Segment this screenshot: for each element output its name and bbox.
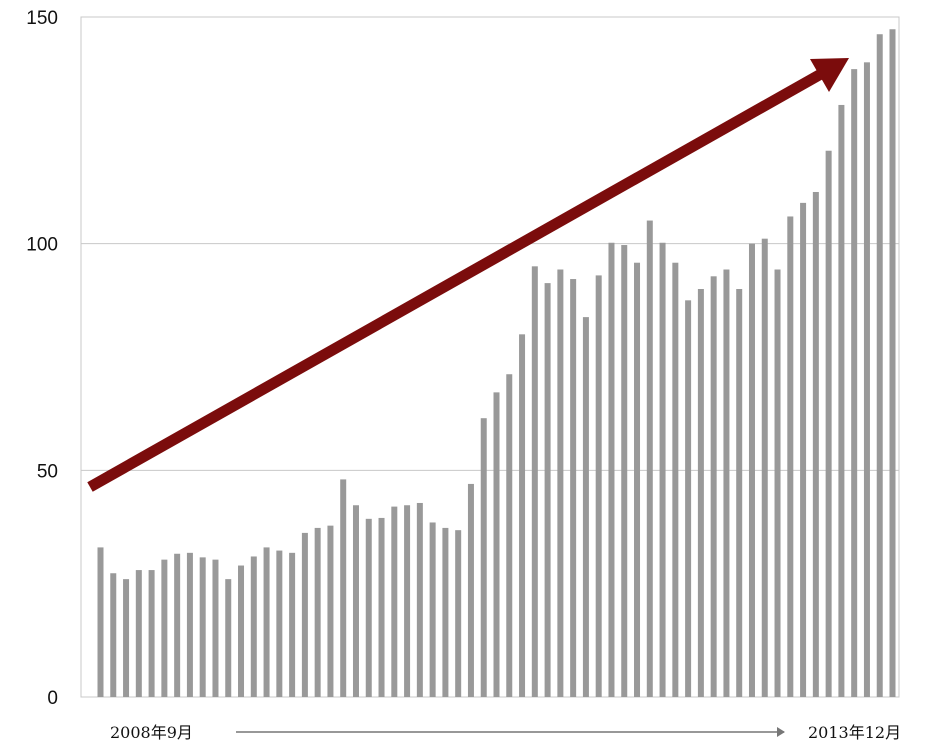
- bar-5: [148, 570, 155, 697]
- bar-56: [800, 202, 807, 697]
- bar-15: [276, 550, 283, 697]
- bar-57: [812, 191, 819, 698]
- bar-49: [710, 276, 717, 697]
- bar-2: [110, 573, 117, 697]
- bar-62: [876, 34, 883, 698]
- bar-14: [263, 547, 270, 697]
- bar-9: [199, 557, 206, 697]
- bar-1: [97, 547, 104, 697]
- bar-37: [557, 269, 564, 697]
- bar-11: [225, 579, 232, 697]
- bar-45: [659, 242, 666, 697]
- bar-30: [467, 483, 474, 697]
- trend-arrow: [87, 65, 831, 492]
- bar-33: [506, 374, 513, 697]
- bar-39: [582, 317, 589, 697]
- bars: [97, 29, 896, 698]
- bar-32: [493, 392, 500, 697]
- bar-21: [352, 505, 359, 697]
- bar-53: [761, 238, 768, 697]
- bar-24: [391, 506, 398, 697]
- bar-26: [416, 502, 423, 697]
- bar-41: [608, 242, 615, 697]
- bar-8: [186, 552, 193, 697]
- bar-3: [123, 579, 130, 697]
- y-tick-label: 150: [26, 8, 58, 29]
- bar-42: [621, 245, 628, 697]
- bar-7: [174, 553, 181, 697]
- x-axis-start-label: 2008年9月: [110, 723, 193, 742]
- y-tick-label: 0: [47, 688, 58, 709]
- bar-54: [774, 269, 781, 697]
- bar-48: [697, 289, 704, 697]
- bar-29: [455, 530, 462, 697]
- bar-60: [851, 69, 858, 697]
- bar-46: [672, 262, 679, 697]
- bar-6: [161, 559, 168, 697]
- bar-13: [250, 556, 257, 697]
- bar-28: [442, 527, 449, 697]
- trend-arrow-head: [810, 58, 849, 92]
- bar-18: [314, 527, 321, 697]
- bar-16: [289, 552, 296, 697]
- bar-63: [889, 29, 896, 698]
- bar-23: [378, 517, 385, 697]
- bar-38: [570, 279, 577, 697]
- y-tick-label: 100: [26, 235, 58, 256]
- plot-area-frame: [80, 16, 900, 698]
- bar-51: [736, 289, 743, 697]
- bar-27: [429, 522, 436, 697]
- bar-52: [748, 243, 755, 698]
- bar-36: [544, 283, 551, 697]
- bar-17: [301, 532, 308, 697]
- bar-44: [646, 220, 653, 698]
- bar-34: [519, 334, 526, 697]
- bar-58: [825, 150, 832, 698]
- bar-22: [365, 518, 372, 697]
- bar-25: [404, 505, 411, 697]
- y-axis-tick-labels: 0 50 100 150: [26, 8, 58, 709]
- bar-40: [595, 275, 602, 697]
- bar-10: [212, 559, 219, 697]
- bar-55: [787, 216, 794, 697]
- bar-12: [238, 565, 245, 697]
- bar-20: [340, 479, 347, 697]
- bar-43: [634, 262, 641, 697]
- bar-47: [685, 300, 692, 697]
- x-axis-end-label: 2013年12月: [808, 723, 901, 742]
- bar-31: [480, 418, 487, 697]
- bar-4: [135, 570, 142, 697]
- bar-19: [327, 525, 334, 697]
- bar-35: [531, 266, 538, 697]
- bar-50: [723, 269, 730, 697]
- y-tick-label: 50: [37, 461, 58, 482]
- bar-61: [863, 62, 870, 697]
- bar-59: [838, 104, 845, 697]
